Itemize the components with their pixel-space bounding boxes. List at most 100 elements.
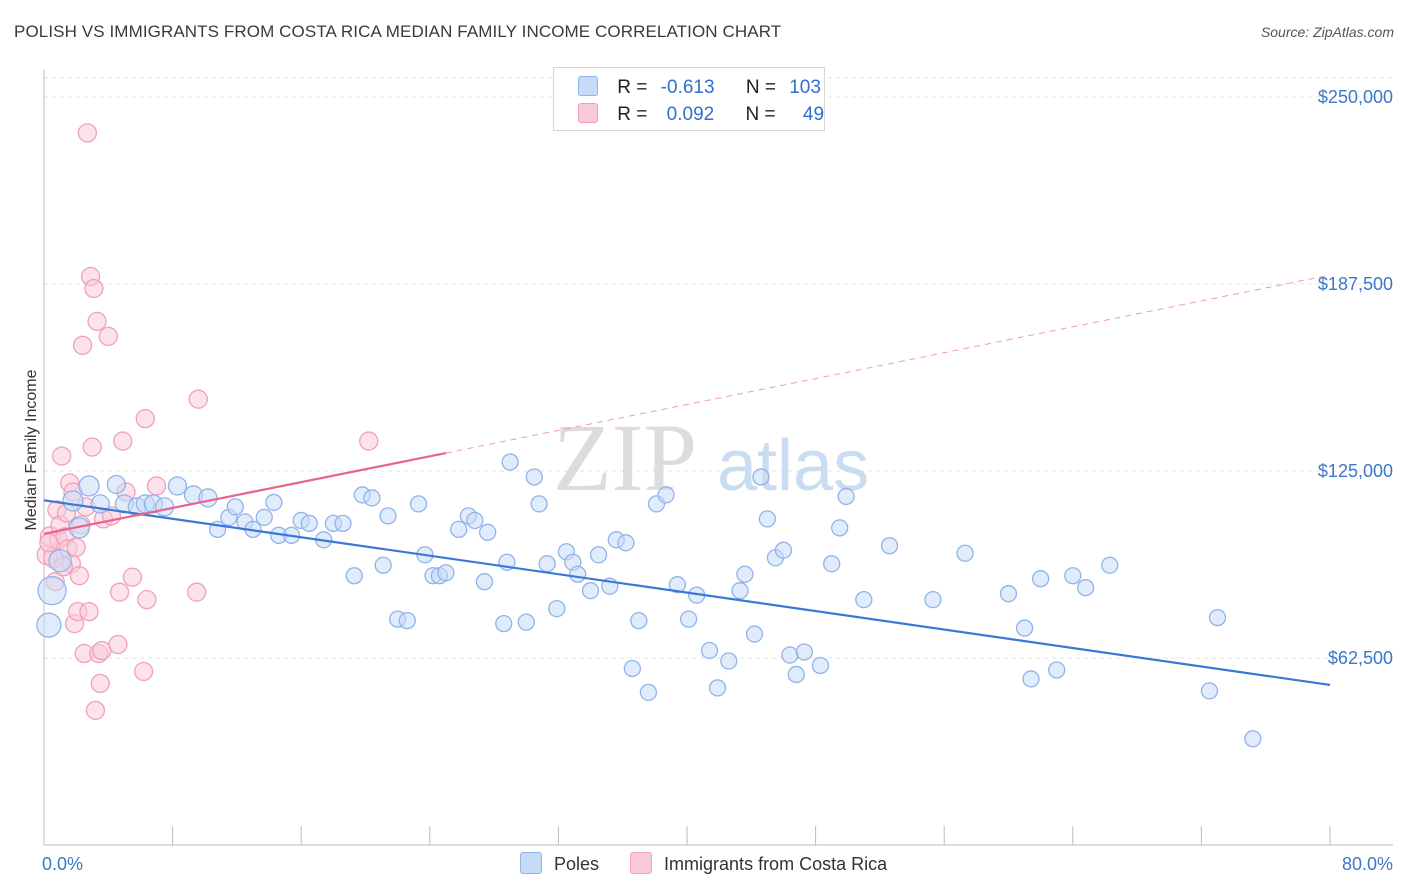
poles-point bbox=[374, 556, 392, 574]
poles-point bbox=[999, 585, 1018, 603]
poles-point bbox=[466, 511, 484, 530]
poles-point bbox=[880, 537, 899, 555]
poles-point bbox=[630, 611, 648, 630]
poles-point bbox=[924, 591, 942, 609]
x-tick-label: 0.0% bbox=[42, 854, 83, 874]
n-value: 103 bbox=[789, 77, 821, 98]
legend-item-poles[interactable]: Poles bbox=[520, 852, 599, 875]
y-tick-label: $125,000 bbox=[1318, 461, 1393, 481]
trend-lines bbox=[43, 274, 1331, 687]
watermark: ZIP atlas bbox=[553, 404, 869, 511]
poles-point bbox=[154, 497, 175, 517]
poles-point bbox=[62, 490, 84, 512]
poles-point bbox=[501, 453, 519, 471]
y-tick-label: $62,500 bbox=[1328, 648, 1393, 668]
poles-point bbox=[437, 564, 455, 582]
axes bbox=[43, 70, 1393, 846]
poles-swatch bbox=[578, 76, 598, 96]
costa-rica-point bbox=[122, 567, 143, 587]
poles-point bbox=[668, 576, 687, 594]
costa-rica-trend-extension bbox=[445, 274, 1331, 454]
costa-rica-legend-swatch bbox=[630, 852, 653, 874]
r-value: 0.092 bbox=[666, 104, 715, 125]
costa-rica-point bbox=[77, 123, 98, 143]
costa-rica-point bbox=[52, 446, 72, 466]
costa-rica-point bbox=[90, 673, 110, 694]
poles-point bbox=[639, 683, 658, 702]
costa-rica-point bbox=[72, 335, 93, 355]
poles-point bbox=[1208, 608, 1227, 627]
poles-point bbox=[781, 646, 799, 664]
poles-point bbox=[548, 599, 566, 618]
poles-point bbox=[1200, 682, 1219, 700]
costa-rica-point bbox=[85, 700, 106, 721]
poles-point bbox=[956, 544, 974, 562]
poles-point bbox=[1032, 570, 1050, 588]
poles-point bbox=[517, 613, 535, 631]
ticks: $62,500 $125,000 $187,500 $250,000 0.0% 80.0% bbox=[42, 87, 1393, 874]
poles-point bbox=[736, 565, 754, 583]
poles-point bbox=[657, 486, 675, 504]
poles-point bbox=[450, 520, 468, 538]
poles-point bbox=[48, 549, 72, 573]
costa-rica-point bbox=[82, 437, 102, 457]
poles-point bbox=[1022, 670, 1040, 688]
y-axis-label-container: Median Family Income bbox=[23, 369, 40, 530]
poles-point bbox=[198, 488, 218, 508]
costa-rica-point bbox=[134, 661, 154, 682]
legend-label: Immigrants from Costa Rica bbox=[664, 854, 888, 874]
source-label: Source: ZipAtlas.com bbox=[1260, 24, 1394, 40]
poles-point bbox=[1048, 661, 1066, 679]
costa-rica-point bbox=[98, 326, 118, 347]
poles-point bbox=[1244, 730, 1262, 748]
poles-point bbox=[334, 514, 352, 533]
poles-point bbox=[1015, 619, 1034, 637]
costa-rica-point bbox=[92, 640, 112, 661]
costa-rica-trend-line bbox=[43, 451, 447, 535]
poles-point bbox=[831, 519, 849, 537]
costa-rica-point bbox=[108, 634, 128, 655]
poles-legend-swatch bbox=[520, 852, 542, 874]
costa-rica-point bbox=[84, 278, 104, 299]
poles-point bbox=[752, 468, 770, 486]
costa-rica-point bbox=[113, 431, 133, 451]
series-legend: Poles Immigrants from Costa Rica bbox=[520, 852, 913, 875]
costa-rica-point bbox=[187, 582, 207, 602]
poles-point bbox=[581, 582, 600, 600]
poles-point bbox=[409, 495, 428, 513]
stats-legend: R = -0.613 N = 103 R = 0.092 N = 49 bbox=[553, 67, 825, 131]
legend-item-costa-rica[interactable]: Immigrants from Costa Rica bbox=[630, 852, 887, 875]
poles-point bbox=[837, 487, 855, 506]
poles-point bbox=[720, 652, 738, 670]
chart-title: POLISH VS IMMIGRANTS FROM COSTA RICA MED… bbox=[14, 22, 782, 41]
costa-rica-point bbox=[135, 408, 155, 429]
poles-point bbox=[167, 476, 188, 496]
poles-point bbox=[679, 610, 698, 628]
poles-point bbox=[1064, 567, 1082, 585]
y-axis-label: Median Family Income bbox=[23, 369, 40, 530]
stats-row-costa-rica: R = 0.092 N = 49 bbox=[578, 103, 824, 127]
poles-point bbox=[398, 611, 416, 630]
poles-point bbox=[345, 567, 363, 585]
poles-point bbox=[265, 493, 283, 512]
n-value: 49 bbox=[802, 104, 825, 125]
costa-rica-point bbox=[79, 601, 99, 622]
costa-rica-points bbox=[36, 123, 379, 721]
poles-point bbox=[823, 555, 841, 573]
costa-rica-point bbox=[87, 311, 107, 332]
costa-rica-point bbox=[66, 537, 86, 557]
poles-point bbox=[811, 656, 830, 675]
poles-point bbox=[36, 612, 62, 638]
poles-point bbox=[226, 498, 244, 516]
poles-point bbox=[855, 591, 873, 609]
poles-point bbox=[787, 665, 805, 684]
n-label: N = bbox=[745, 104, 776, 125]
r-label: R = bbox=[617, 77, 648, 98]
poles-point bbox=[106, 474, 126, 495]
poles-point bbox=[495, 614, 513, 633]
poles-point bbox=[479, 523, 497, 541]
poles-trend-line bbox=[43, 499, 1331, 687]
r-value: -0.613 bbox=[660, 77, 715, 98]
poles-point bbox=[795, 643, 813, 661]
